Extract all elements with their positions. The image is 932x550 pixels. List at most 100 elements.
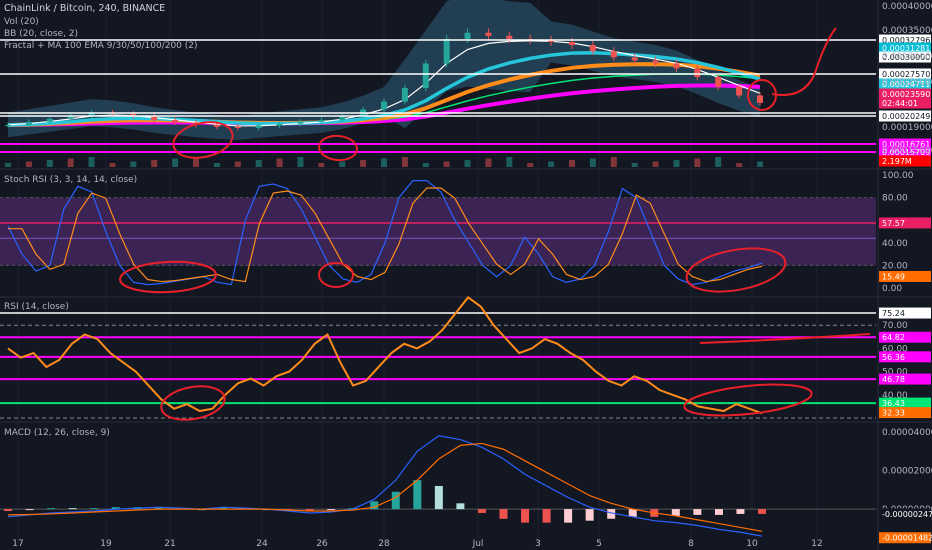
rsi-level-tag: 36.43: [879, 397, 931, 409]
x-tick-label: 19: [100, 539, 112, 549]
rsi-level-tag: 46.78: [879, 373, 931, 385]
stoch-rsi-pane[interactable]: [0, 180, 876, 286]
annotation-circle: [683, 383, 813, 417]
rsi-tick: 40.00: [882, 391, 908, 401]
bollinger-band: [8, 0, 760, 141]
candle-body: [401, 88, 408, 102]
macd-histogram-bar: [693, 509, 702, 515]
annotation-circle: [318, 262, 354, 288]
macd-histogram-bar: [585, 509, 594, 521]
rsi-line: [7, 295, 763, 415]
candle-body: [589, 45, 596, 52]
macd-level-tag-box: [879, 532, 931, 544]
price-level-tag-text: 0.00031281: [882, 44, 930, 53]
candle-body: [506, 35, 513, 39]
volume-bar: [443, 161, 450, 167]
candle-body: [464, 32, 471, 39]
macd-histogram-bar: [607, 509, 616, 519]
fractal-legend[interactable]: Fractal + MA 100 EMA 9/30/50/100/200 (2): [4, 41, 198, 51]
macd-tick: 0.00002000: [882, 466, 932, 476]
ema-50-line: [7, 62, 761, 127]
rsi-legend[interactable]: RSI (14, close): [4, 302, 69, 312]
volume-bar: [569, 160, 575, 167]
rsi-pane[interactable]: [0, 295, 876, 419]
x-tick-label: 12: [811, 539, 822, 549]
macd-level-tag: -0.00001482: [879, 532, 932, 544]
macd-histogram-bar: [47, 508, 56, 510]
x-tick-label: 28: [378, 539, 390, 549]
volume-bar: [130, 161, 137, 167]
stoch-tick: 80.00: [882, 194, 908, 204]
macd-level-tag-box: [879, 508, 931, 520]
price-level-tag: 0.00020249: [879, 110, 931, 122]
candle-body: [255, 125, 262, 129]
stoch-level-tag-text: 57.57: [882, 219, 905, 228]
price-level-tag: 02:44:01: [879, 97, 931, 109]
annotation-circle: [119, 260, 217, 294]
annotation-circle: [172, 121, 234, 159]
price-pane[interactable]: [0, 0, 876, 167]
macd-pane[interactable]: [0, 435, 876, 537]
macd-histogram-bar: [4, 509, 12, 512]
macd-histogram-bar: [477, 509, 486, 513]
candle-body: [381, 101, 387, 110]
candle-body: [485, 32, 492, 36]
price-level-tag-text: 0.00024711: [882, 80, 930, 89]
macd-histogram-bar: [671, 509, 680, 516]
candle-body: [736, 86, 743, 96]
price-level-tag-text: 0.00027570: [882, 70, 930, 79]
stoch-legend[interactable]: Stoch RSI (3, 3, 14, 14, close): [4, 175, 137, 185]
macd-legend[interactable]: MACD (12, 26, close, 9): [4, 428, 110, 438]
rsi-level-tag-box: [879, 331, 931, 343]
x-tick-label: 5: [596, 539, 602, 549]
volume-bar: [485, 158, 492, 167]
volume-bar: [297, 157, 304, 167]
volume-bar: [25, 161, 32, 167]
rsi-tick: 70.00: [882, 321, 908, 331]
macd-line: [7, 435, 763, 537]
bb-legend[interactable]: BB (20, close, 2): [4, 29, 78, 39]
macd-tick: 0.00004000: [882, 428, 932, 438]
candle-body: [46, 118, 53, 122]
macd-histogram-bar: [219, 507, 228, 510]
price-tick: 0.00040000: [882, 2, 932, 12]
x-tick-label: 8: [688, 539, 694, 549]
volume-bar: [172, 158, 179, 167]
x-tick-label: 3: [535, 539, 541, 549]
price-level-tag: 0.00015709: [879, 146, 931, 158]
rsi-level-tag-text: 75.24: [882, 309, 905, 318]
macd-histogram-bar: [68, 508, 77, 510]
candle-body: [631, 57, 638, 61]
price-level-tag: 0.00030000: [879, 51, 931, 63]
price-level-tag-box: [879, 51, 931, 63]
volume-bar: [401, 157, 408, 167]
rsi-tick: 60.00: [882, 344, 908, 354]
volume-bar: [673, 160, 680, 167]
price-level-tag-box: [879, 34, 931, 46]
price-level-tag-text: 0.00030000: [882, 53, 930, 62]
macd-histogram-bar: [434, 485, 443, 510]
x-tick-label: 17: [12, 539, 23, 549]
symbol-legend[interactable]: ChainLink / Bitcoin, 240, BINANCE: [4, 3, 165, 14]
volume-bar: [109, 163, 116, 167]
annotation-circle: [160, 385, 226, 421]
macd-histogram-bar: [327, 509, 336, 511]
volume-bar: [276, 158, 283, 167]
price-level-tag-text: 2.197M: [882, 157, 912, 166]
stoch-k-line: [7, 180, 763, 286]
price-level-tag-box: [879, 42, 931, 54]
volume-bar: [422, 163, 429, 167]
price-level-tag-box: [879, 155, 931, 167]
volume-bar: [757, 161, 763, 167]
candle-body: [88, 112, 95, 116]
annotation-arrow-up: [771, 27, 837, 96]
vol-legend[interactable]: Vol (20): [4, 17, 39, 27]
price-level-tag-box: [879, 97, 931, 109]
rsi-level-tag-text: 46.78: [882, 375, 905, 384]
stoch-band: [0, 197, 876, 266]
stoch-level-tag: 15.49: [879, 270, 931, 282]
volume-bar: [5, 163, 11, 167]
candle-body: [130, 113, 137, 117]
